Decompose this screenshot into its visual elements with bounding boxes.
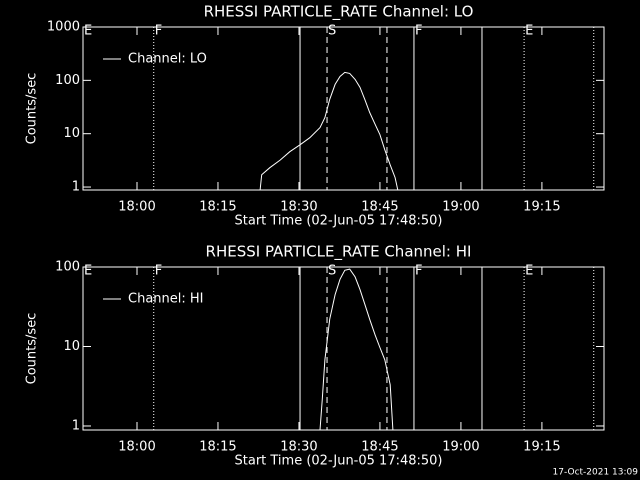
flag-label: S xyxy=(328,24,336,39)
x-tick-label: 18:00 xyxy=(118,200,155,215)
legend-label: Channel: LO xyxy=(128,52,207,67)
y-tick-label: 100 xyxy=(55,260,80,275)
chart-title: RHESSI PARTICLE_RATE Channel: LO xyxy=(204,3,474,22)
y-axis-label: Counts/sec xyxy=(25,73,40,145)
x-tick-label: 19:15 xyxy=(523,440,560,455)
chart-title: RHESSI PARTICLE_RATE Channel: HI xyxy=(206,243,472,262)
data-line xyxy=(319,268,394,431)
x-tick-label: 18:45 xyxy=(361,200,398,215)
x-tick-label: 18:30 xyxy=(280,440,317,455)
legend-label: Channel: HI xyxy=(128,292,204,307)
flag-label: E xyxy=(525,264,533,279)
y-tick-label: 1000 xyxy=(47,20,80,35)
y-tick-label: 10 xyxy=(63,339,80,354)
data-line xyxy=(259,71,399,191)
y-tick-label: 10 xyxy=(63,126,80,141)
flag-label: E xyxy=(84,24,92,39)
flag-label: E xyxy=(84,264,92,279)
flag-label: F xyxy=(415,24,422,39)
x-tick-label: 18:15 xyxy=(199,440,236,455)
plot-frame xyxy=(82,26,605,191)
y-axis-label: Counts/sec xyxy=(25,313,40,385)
x-tick-label: 19:00 xyxy=(442,200,479,215)
y-tick-label: 1 xyxy=(72,418,80,433)
y-tick-label: 1 xyxy=(72,180,80,195)
x-tick-label: 18:15 xyxy=(199,200,236,215)
y-tick-label: 100 xyxy=(55,73,80,88)
plot-frame xyxy=(82,266,605,431)
x-tick-label: 18:45 xyxy=(361,440,398,455)
x-axis-label: Start Time (02-Jun-05 17:48:50) xyxy=(235,454,443,469)
x-tick-label: 19:15 xyxy=(523,200,560,215)
flag-label: S xyxy=(328,264,336,279)
flag-label: E xyxy=(525,24,533,39)
flag-label: F xyxy=(155,24,162,39)
flag-label: F xyxy=(155,264,162,279)
footer: 17-Oct-2021 13:09 xyxy=(553,468,639,478)
flag-label: F xyxy=(415,264,422,279)
x-axis-label: Start Time (02-Jun-05 17:48:50) xyxy=(235,214,443,229)
x-tick-label: 18:30 xyxy=(280,200,317,215)
x-tick-label: 18:00 xyxy=(118,440,155,455)
x-tick-label: 19:00 xyxy=(442,440,479,455)
